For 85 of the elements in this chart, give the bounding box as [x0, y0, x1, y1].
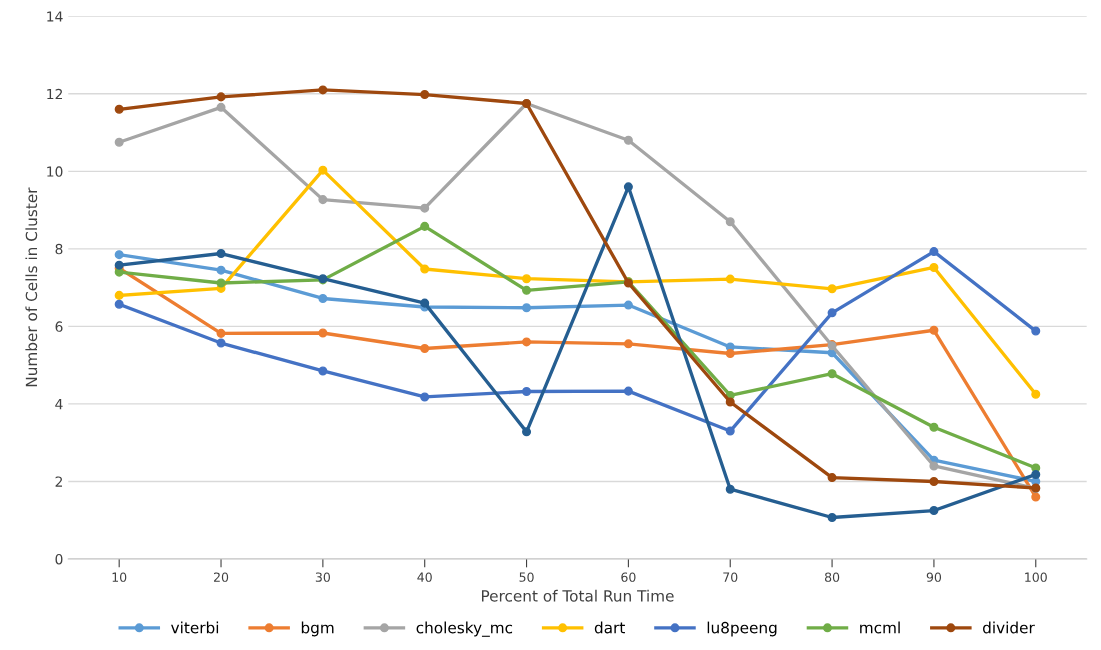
x-tick-label: 30 [315, 572, 330, 582]
point [623, 386, 633, 396]
point [725, 349, 735, 359]
x-tick-label: 70 [723, 572, 738, 582]
point [1031, 389, 1041, 399]
x-tick-label: 10 [112, 572, 127, 582]
point [522, 274, 532, 284]
point [929, 422, 939, 432]
point [725, 426, 735, 436]
point [929, 461, 939, 471]
point [420, 298, 430, 308]
point [522, 387, 532, 397]
y-tick-label: 6 [55, 321, 63, 332]
y-tick-label: 14 [47, 11, 63, 22]
point [114, 299, 124, 309]
y-axis-title: Number of Cells in Cluster [25, 187, 38, 387]
point [623, 135, 633, 145]
point [216, 328, 226, 338]
point [929, 325, 939, 335]
point [318, 366, 328, 376]
legend-label: bgm [301, 621, 334, 637]
point [420, 392, 430, 402]
point [522, 427, 532, 437]
point [114, 290, 124, 300]
point [216, 278, 226, 288]
x-tick-label: 20 [213, 572, 229, 582]
y-tick-label: 10 [47, 166, 63, 177]
point [725, 484, 735, 494]
y-tick-label: 0 [55, 553, 63, 565]
point [318, 195, 328, 205]
point [929, 506, 939, 516]
point [929, 247, 939, 257]
legend-label: lu8peeng [707, 621, 777, 637]
point [623, 300, 633, 310]
point [114, 250, 124, 260]
point [420, 264, 430, 274]
point [318, 293, 328, 303]
x-tick-label: 100 [1025, 572, 1047, 582]
y-tick-label: 2 [55, 476, 63, 487]
x-axis-title: Percent of Total Run Time [481, 589, 674, 602]
legend-label: divider [983, 621, 1035, 634]
point [114, 104, 124, 114]
y-tick-label: 4 [55, 399, 63, 410]
legend-label: cholesky_mc [416, 621, 513, 637]
point [929, 476, 939, 486]
point [929, 262, 939, 272]
point [1031, 492, 1041, 502]
y-tick-label: 12 [47, 88, 63, 100]
point [725, 217, 735, 227]
point [623, 339, 633, 349]
point [216, 265, 226, 275]
y-tick-label: 8 [55, 243, 63, 255]
legend-label: mcml [860, 621, 900, 634]
point [420, 221, 430, 231]
point [318, 85, 328, 95]
point [522, 303, 532, 313]
point [420, 203, 430, 213]
point [216, 102, 226, 112]
point [420, 343, 430, 354]
point [420, 90, 430, 100]
x-tick-label: 90 [926, 572, 942, 582]
point [827, 369, 837, 379]
point [1031, 326, 1041, 336]
point [216, 92, 226, 102]
point [1031, 469, 1041, 480]
point [827, 513, 837, 523]
x-tick-label: 40 [417, 572, 432, 582]
point [522, 285, 532, 295]
point [522, 337, 532, 347]
x-tick-label: 50 [519, 572, 534, 582]
x-tick-label: 60 [621, 572, 636, 582]
point [318, 165, 328, 175]
point [216, 338, 226, 348]
point [623, 182, 633, 192]
point [318, 328, 328, 338]
point [114, 137, 124, 147]
legend-label: dart [594, 621, 625, 634]
point [725, 397, 735, 407]
point [827, 473, 837, 483]
point [216, 248, 226, 259]
x-tick-label: 80 [824, 572, 840, 582]
point [827, 284, 837, 294]
legend-label: viterbi [171, 621, 219, 634]
point [827, 308, 837, 318]
point [725, 274, 735, 284]
